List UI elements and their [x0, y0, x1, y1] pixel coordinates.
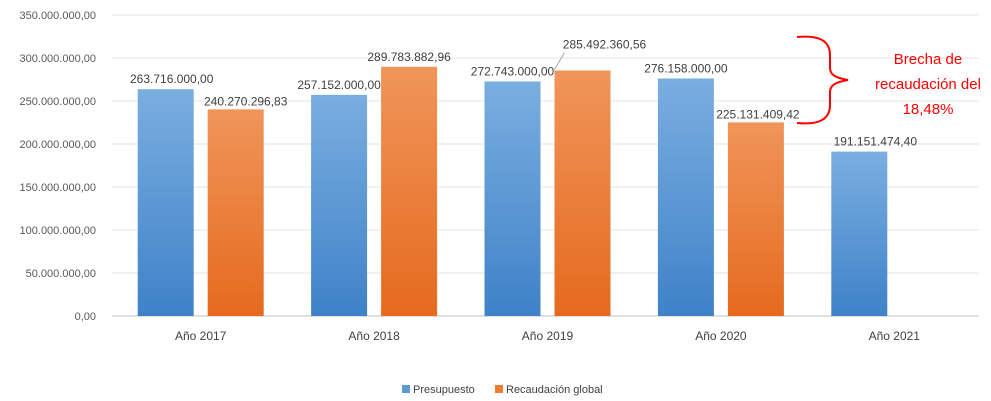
annotation-brace — [796, 35, 849, 125]
data-label: 272.743.000,00 — [471, 64, 555, 78]
y-tick-label: 300.000.000,00 — [20, 53, 96, 65]
bar-presupuesto — [831, 151, 888, 316]
x-category-label: Año 2021 — [869, 329, 921, 343]
data-label: 240.270.296,83 — [204, 94, 288, 108]
data-label: 263.716.000,00 — [130, 72, 214, 86]
x-axis-category-labels: Año 2017 Año 2018 Año 2019 Año 2020 Año 2021 — [175, 329, 920, 343]
bar-presupuesto — [137, 89, 194, 316]
leader-line — [554, 52, 565, 70]
y-axis-tick-labels: 0,00 50.000.000,00 100.000.000,00 150.000.0… — [20, 10, 96, 323]
bar-recaudacion — [207, 109, 264, 316]
legend-label-presupuesto: Presupuesto — [413, 384, 475, 396]
legend-swatch-recaudacion — [495, 385, 503, 393]
y-tick-label: 350.000.000,00 — [20, 10, 96, 22]
y-tick-label: 50.000.000,00 — [26, 268, 96, 280]
data-label: 257.152.000,00 — [297, 78, 381, 92]
bar-recaudacion — [727, 122, 784, 316]
annotation-line-3: 18,48% — [903, 101, 954, 118]
x-category-label: Año 2019 — [522, 329, 574, 343]
y-tick-label: 100.000.000,00 — [20, 225, 96, 237]
data-label: 191.151.474,40 — [834, 135, 918, 149]
y-tick-label: 0,00 — [75, 311, 96, 323]
bar-recaudacion — [554, 70, 611, 317]
data-labels: 263.716.000,00 240.270.296,83 257.152.000,… — [130, 37, 917, 148]
data-label: 225.131.409,42 — [716, 107, 800, 121]
y-tick-label: 200.000.000,00 — [20, 139, 96, 151]
bar-recaudacion — [381, 66, 438, 316]
data-label: 285.492.360,56 — [563, 37, 647, 51]
bar-presupuesto — [657, 78, 714, 316]
legend: Presupuesto Recaudación global — [402, 384, 603, 396]
data-label: 289.783.882,96 — [367, 50, 451, 64]
bar-presupuesto — [311, 94, 368, 317]
x-category-label: Año 2020 — [695, 329, 747, 343]
gap-annotation: Brecha de recaudación del 18,48% — [796, 35, 981, 125]
annotation-line-1: Brecha de — [894, 51, 962, 68]
data-label: 276.158.000,00 — [644, 62, 728, 76]
y-tick-label: 150.000.000,00 — [20, 182, 96, 194]
x-category-label: Año 2017 — [175, 329, 227, 343]
annotation-line-2: recaudación del — [875, 76, 981, 93]
bar-presupuesto — [484, 81, 541, 317]
bars — [137, 66, 888, 317]
legend-label-recaudacion: Recaudación global — [506, 384, 603, 396]
y-tick-label: 250.000.000,00 — [20, 96, 96, 108]
legend-swatch-presupuesto — [402, 385, 410, 393]
x-category-label: Año 2018 — [348, 329, 400, 343]
